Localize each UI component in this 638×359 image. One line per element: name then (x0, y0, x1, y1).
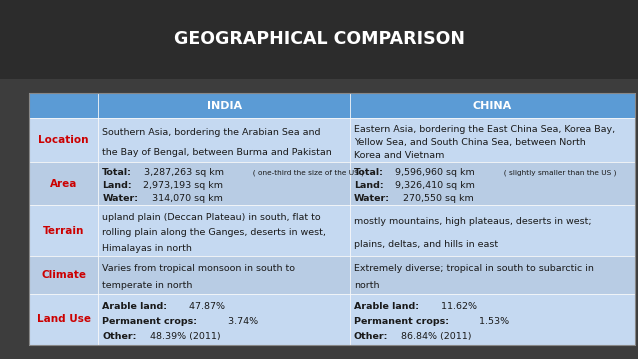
Bar (98, 162, 350, 205)
Text: Arable land:: Arable land: (102, 302, 167, 311)
Bar (29, 162, 98, 205)
Bar (29, 256, 98, 294)
Text: 86.84% (2011): 86.84% (2011) (398, 332, 471, 341)
Bar (350, 256, 635, 294)
Bar (98, 118, 350, 162)
Bar (350, 294, 635, 345)
Bar (29, 205, 98, 256)
Text: Other:: Other: (353, 332, 388, 341)
Bar (29, 294, 98, 345)
Text: Climate: Climate (41, 270, 86, 280)
Bar (98, 256, 350, 294)
Bar (98, 93, 350, 118)
Bar (98, 205, 350, 256)
Text: plains, deltas, and hills in east: plains, deltas, and hills in east (353, 240, 498, 249)
Bar (29, 93, 98, 118)
Text: 2,973,193 sq km: 2,973,193 sq km (140, 181, 223, 190)
Text: Total:: Total: (102, 168, 132, 177)
Text: Water:: Water: (353, 194, 390, 203)
Text: 270,550 sq km: 270,550 sq km (400, 194, 474, 203)
Text: rolling plain along the Ganges, deserts in west,: rolling plain along the Ganges, deserts … (102, 228, 326, 237)
Text: temperate in north: temperate in north (102, 281, 193, 290)
Bar (29, 93, 635, 345)
Text: mostly mountains, high plateaus, deserts in west;: mostly mountains, high plateaus, deserts… (353, 217, 591, 226)
Text: Permanent crops:: Permanent crops: (102, 317, 197, 326)
Text: Korea and Vietnam: Korea and Vietnam (353, 151, 444, 160)
Text: the Bay of Bengal, between Burma and Pakistan: the Bay of Bengal, between Burma and Pak… (102, 148, 332, 157)
Text: 47.87%: 47.87% (186, 302, 225, 311)
Text: Himalayas in north: Himalayas in north (102, 244, 192, 253)
Bar (29, 118, 98, 162)
Text: 314,070 sq km: 314,070 sq km (149, 194, 223, 203)
Text: Land:: Land: (102, 181, 132, 190)
Text: Varies from tropical monsoon in south to: Varies from tropical monsoon in south to (102, 264, 295, 273)
Text: 1.53%: 1.53% (477, 317, 510, 326)
Text: Extremely diverse; tropical in south to subarctic in: Extremely diverse; tropical in south to … (353, 264, 593, 273)
Text: ( slightly smaller than the US ): ( slightly smaller than the US ) (499, 169, 616, 176)
Text: Yellow Sea, and South China Sea, between North: Yellow Sea, and South China Sea, between… (353, 138, 586, 147)
Bar (350, 205, 635, 256)
Text: 3,287,263 sq km: 3,287,263 sq km (141, 168, 224, 177)
Text: 9,326,410 sq km: 9,326,410 sq km (392, 181, 475, 190)
Text: GEOGRAPHICAL COMPARISON: GEOGRAPHICAL COMPARISON (174, 31, 464, 48)
Text: Other:: Other: (102, 332, 137, 341)
Bar (350, 162, 635, 205)
Text: 11.62%: 11.62% (438, 302, 477, 311)
Bar (350, 93, 635, 118)
Text: Total:: Total: (353, 168, 383, 177)
Text: Terrain: Terrain (43, 225, 84, 236)
Text: ( one-third the size of the US ): ( one-third the size of the US ) (248, 169, 364, 176)
Text: 48.39% (2011): 48.39% (2011) (147, 332, 220, 341)
Text: Water:: Water: (102, 194, 138, 203)
Bar (98, 294, 350, 345)
Text: CHINA: CHINA (473, 101, 512, 111)
Text: upland plain (Deccan Plateau) in south, flat to: upland plain (Deccan Plateau) in south, … (102, 213, 321, 222)
Text: Permanent crops:: Permanent crops: (353, 317, 449, 326)
Text: INDIA: INDIA (207, 101, 242, 111)
Text: Arable land:: Arable land: (353, 302, 419, 311)
Text: Land:: Land: (353, 181, 383, 190)
Text: Location: Location (38, 135, 89, 145)
Text: Land Use: Land Use (36, 314, 91, 324)
Text: Area: Area (50, 178, 77, 188)
Text: 3.74%: 3.74% (225, 317, 258, 326)
Bar (350, 118, 635, 162)
Text: north: north (353, 281, 379, 290)
Bar (0, 0, 638, 79)
Text: Eastern Asia, bordering the East China Sea, Korea Bay,: Eastern Asia, bordering the East China S… (353, 125, 615, 134)
Text: Southern Asia, bordering the Arabian Sea and: Southern Asia, bordering the Arabian Sea… (102, 128, 321, 137)
Text: 9,596,960 sq km: 9,596,960 sq km (392, 168, 475, 177)
